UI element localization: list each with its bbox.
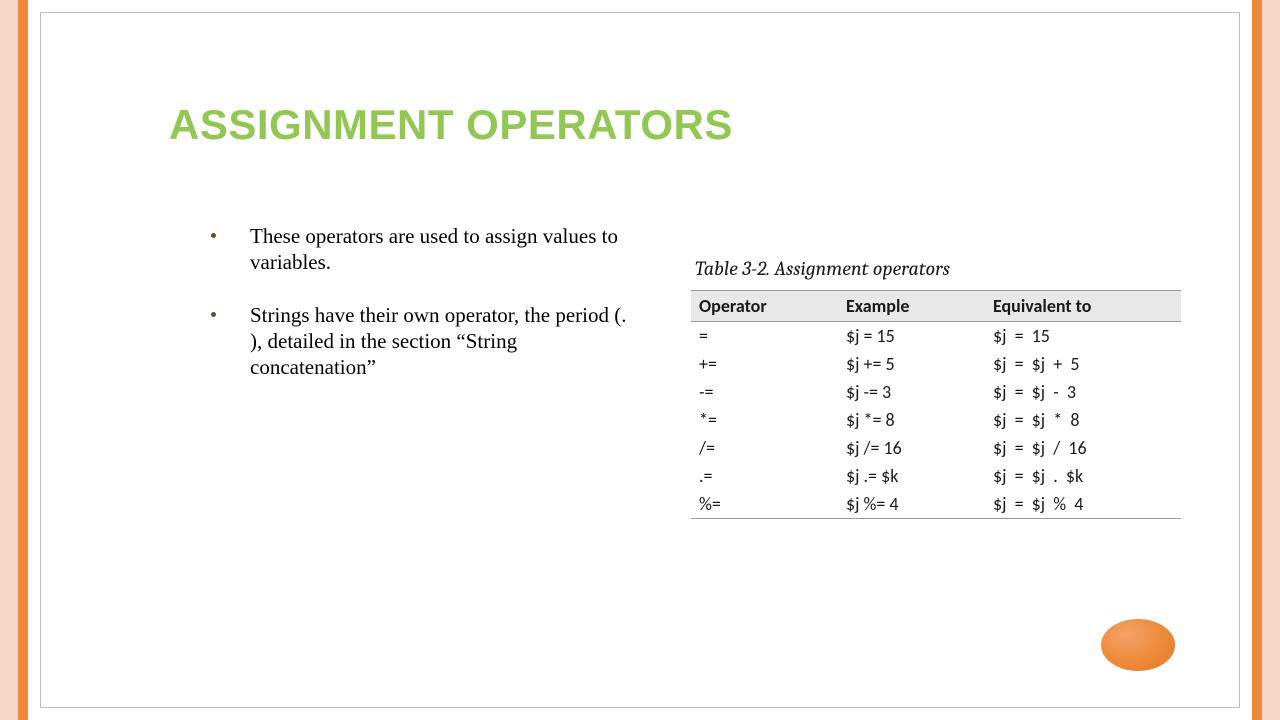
cell-example: $j += 5	[838, 350, 985, 378]
cell-operator: +=	[691, 350, 838, 378]
cell-operator: .=	[691, 462, 838, 490]
table-row: .= $j .= $k $j = $j . $k	[691, 462, 1181, 490]
cell-example: $j = 15	[838, 322, 985, 351]
slide-title: ASSIGNMENT OPERATORS	[169, 101, 733, 149]
frame-accent-right	[1252, 0, 1262, 720]
cell-equivalent: $j = $j . $k	[985, 462, 1181, 490]
cell-example: $j -= 3	[838, 378, 985, 406]
cell-operator: /=	[691, 434, 838, 462]
table-row: -= $j -= 3 $j = $j - 3	[691, 378, 1181, 406]
operators-table: Operator Example Equivalent to = $j = 15…	[691, 290, 1181, 519]
cell-operator: =	[691, 322, 838, 351]
table-caption: Table 3-2. Assignment operators	[691, 257, 1181, 280]
cell-equivalent: $j = $j + 5	[985, 350, 1181, 378]
table-row: %= $j %= 4 $j = $j % 4	[691, 490, 1181, 519]
col-example: Example	[838, 291, 985, 322]
cell-equivalent: $j = $j - 3	[985, 378, 1181, 406]
cell-operator: *=	[691, 406, 838, 434]
bullet-text: Strings have their own operator, the per…	[250, 302, 641, 381]
bullet-icon	[211, 312, 216, 317]
cell-operator: %=	[691, 490, 838, 519]
bullet-icon	[211, 233, 216, 238]
frame-side-left	[0, 0, 18, 720]
list-item: Strings have their own operator, the per…	[211, 302, 641, 381]
list-item: These operators are used to assign value…	[211, 223, 641, 276]
table-row: /= $j /= 16 $j = $j / 16	[691, 434, 1181, 462]
table-body: = $j = 15 $j = 15 += $j += 5 $j = $j + 5…	[691, 322, 1181, 519]
cell-equivalent: $j = 15	[985, 322, 1181, 351]
cell-example: $j /= 16	[838, 434, 985, 462]
table-header-row: Operator Example Equivalent to	[691, 291, 1181, 322]
cell-equivalent: $j = $j * 8	[985, 406, 1181, 434]
col-operator: Operator	[691, 291, 838, 322]
decor-oval	[1101, 619, 1175, 671]
table-row: = $j = 15 $j = 15	[691, 322, 1181, 351]
frame-accent-left	[18, 0, 28, 720]
bullet-list: These operators are used to assign value…	[211, 223, 641, 406]
table-row: += $j += 5 $j = $j + 5	[691, 350, 1181, 378]
bullet-text: These operators are used to assign value…	[250, 223, 641, 276]
cell-example: $j %= 4	[838, 490, 985, 519]
operators-table-block: Table 3-2. Assignment operators Operator…	[691, 257, 1181, 519]
cell-example: $j .= $k	[838, 462, 985, 490]
cell-operator: -=	[691, 378, 838, 406]
frame-side-right	[1262, 0, 1280, 720]
cell-example: $j *= 8	[838, 406, 985, 434]
table-row: *= $j *= 8 $j = $j * 8	[691, 406, 1181, 434]
slide-frame: ASSIGNMENT OPERATORS These operators are…	[40, 12, 1240, 708]
col-equivalent: Equivalent to	[985, 291, 1181, 322]
cell-equivalent: $j = $j % 4	[985, 490, 1181, 519]
cell-equivalent: $j = $j / 16	[985, 434, 1181, 462]
